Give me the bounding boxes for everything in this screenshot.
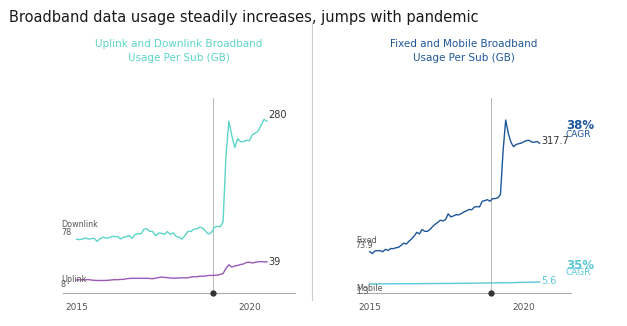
Text: Downlink: Downlink <box>61 220 98 229</box>
Text: 317.7: 317.7 <box>541 136 569 146</box>
Text: Fixed and Mobile Broadband
Usage Per Sub (GB): Fixed and Mobile Broadband Usage Per Sub… <box>390 39 538 63</box>
Text: 8: 8 <box>61 280 66 289</box>
Text: 39: 39 <box>269 257 281 267</box>
Text: Uplink and Downlink Broadband
Usage Per Sub (GB): Uplink and Downlink Broadband Usage Per … <box>95 39 262 63</box>
Text: 78: 78 <box>61 228 71 237</box>
Text: CAGR: CAGR <box>566 268 591 277</box>
Text: Broadband data usage steadily increases, jumps with pandemic: Broadband data usage steadily increases,… <box>9 10 479 25</box>
Text: 35%: 35% <box>566 259 594 272</box>
Text: Mobile: Mobile <box>356 284 382 293</box>
Text: Fixed: Fixed <box>356 236 377 245</box>
Text: CAGR: CAGR <box>566 130 591 139</box>
Text: 280: 280 <box>269 110 287 120</box>
Text: 1.3: 1.3 <box>356 288 368 296</box>
Text: Uplink: Uplink <box>61 275 87 284</box>
Text: 38%: 38% <box>566 119 594 132</box>
Text: 73.9: 73.9 <box>356 241 374 250</box>
Text: 5.6: 5.6 <box>541 276 557 286</box>
